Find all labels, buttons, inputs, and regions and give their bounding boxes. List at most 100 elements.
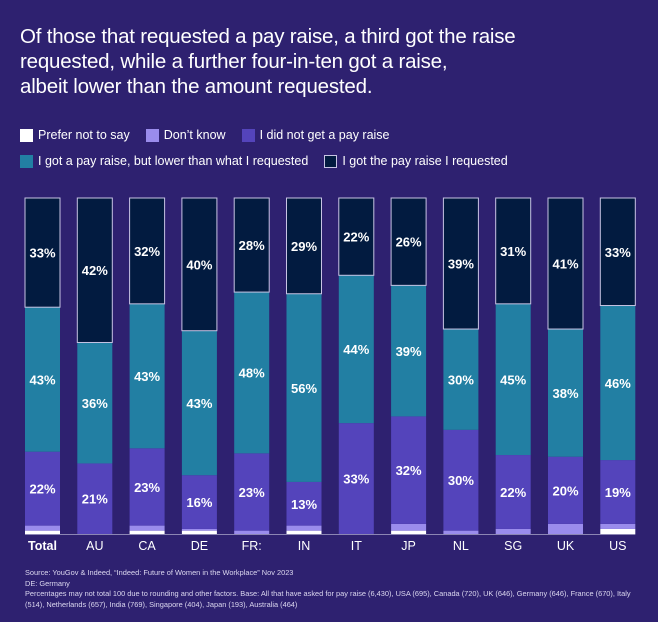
abbreviation-note: DE: Germany <box>25 578 70 588</box>
data-label: 23% <box>239 485 265 500</box>
data-label: 21% <box>82 492 108 507</box>
base-note: Percentages may not total 100 due to rou… <box>25 589 631 609</box>
data-label: 19% <box>605 485 631 500</box>
bar-segment-i-did-not-get-a-pay-raise-ca <box>129 448 165 526</box>
data-label: 28% <box>239 238 265 253</box>
legend-row-1: Prefer not to say Don’t know I did not g… <box>20 122 640 148</box>
bar-segment-i-got-a-pay-raise-but-lower-than-what-i-requested-fr <box>234 292 270 454</box>
bar-segment-prefer-not-to-say-de <box>181 530 217 534</box>
legend-swatch-prefer-not-to-say <box>20 128 33 142</box>
bar-segment-i-did-not-get-a-pay-raise-au <box>77 463 113 534</box>
bar-segment-i-did-not-get-a-pay-raise-fr <box>234 453 270 531</box>
bar-segment-i-got-the-pay-raise-i-requested-uk <box>547 197 584 330</box>
data-label: 22% <box>29 482 55 497</box>
bar-segment-i-got-a-pay-raise-but-lower-than-what-i-requested-sg <box>495 303 531 456</box>
data-label: 30% <box>448 372 474 387</box>
bar-segment-i-got-the-pay-raise-i-requested-de <box>181 197 218 332</box>
bar-segment-prefer-not-to-say-total <box>25 530 60 534</box>
data-label: 42% <box>82 263 108 278</box>
legend-swatch-lower-raise <box>20 154 33 168</box>
bar-segment-prefer-not-to-say-us <box>600 528 636 534</box>
x-tick-label: AU <box>86 539 103 553</box>
data-label: 39% <box>448 257 474 272</box>
legend: Prefer not to say Don’t know I did not g… <box>20 122 640 174</box>
legend-label: Don’t know <box>163 128 226 142</box>
bar-segment-i-got-a-pay-raise-but-lower-than-what-i-requested-ca <box>129 303 165 449</box>
legend-item-dont-know: Don’t know <box>145 128 226 142</box>
data-label: 39% <box>396 344 422 359</box>
legend-label: I got a pay raise, but lower than what I… <box>38 154 309 168</box>
bar-segment-prefer-not-to-say-jp <box>391 530 427 534</box>
data-label: 30% <box>448 473 474 488</box>
legend-label: I did not get a pay raise <box>259 128 390 142</box>
bar-segment-i-did-not-get-a-pay-raise-sg <box>495 455 531 529</box>
bar-segment-don-t-know-total <box>25 525 60 531</box>
data-label: 56% <box>291 381 317 396</box>
bar-segment-i-got-the-pay-raise-i-requested-au <box>76 197 113 343</box>
bar-segment-don-t-know-de <box>181 528 217 531</box>
data-label: 33% <box>29 246 55 261</box>
data-label: 41% <box>552 257 578 272</box>
bar-segment-i-got-the-pay-raise-i-requested-ca <box>129 197 166 305</box>
legend-swatch-no-raise <box>241 128 255 142</box>
x-tick-label: SG <box>504 539 522 553</box>
legend-swatch-dont-know <box>145 128 159 142</box>
bar-segment-don-t-know-nl <box>443 530 479 534</box>
bar-segment-i-got-a-pay-raise-but-lower-than-what-i-requested-total <box>25 307 60 452</box>
x-tick-label: CA <box>138 539 156 553</box>
legend-label: I got the pay raise I requested <box>342 154 508 168</box>
data-label: 16% <box>186 495 212 510</box>
bar-segment-don-t-know-in <box>286 525 322 531</box>
data-label: 48% <box>239 366 265 381</box>
data-label: 43% <box>186 396 212 411</box>
bar-segment-i-got-a-pay-raise-but-lower-than-what-i-requested-it <box>338 275 374 424</box>
data-label: 23% <box>134 480 160 495</box>
bar-segment-i-did-not-get-a-pay-raise-it <box>338 423 374 534</box>
x-tick-label: IN <box>298 539 311 553</box>
x-tick-label: IT <box>351 539 362 553</box>
legend-item-no-raise: I did not get a pay raise <box>241 128 390 142</box>
data-label: 31% <box>500 244 526 259</box>
data-label: 46% <box>605 376 631 391</box>
data-label: 13% <box>291 497 317 512</box>
title-line-2: requested, while a further four-in-ten g… <box>20 50 448 73</box>
bar-segment-i-got-a-pay-raise-but-lower-than-what-i-requested-de <box>181 330 217 476</box>
bar-segment-i-got-a-pay-raise-but-lower-than-what-i-requested-in <box>286 293 322 482</box>
data-label: 45% <box>500 372 526 387</box>
data-label: 43% <box>134 369 160 384</box>
bar-segment-don-t-know-sg <box>495 528 531 534</box>
bar-segment-don-t-know-fr <box>234 530 270 534</box>
data-label: 40% <box>186 257 212 272</box>
legend-swatch-requested-raise <box>324 154 338 168</box>
bar-segment-i-got-the-pay-raise-i-requested-jp <box>390 197 427 286</box>
data-label: 26% <box>396 235 422 250</box>
data-label: 43% <box>29 372 55 387</box>
data-label: 29% <box>291 239 317 254</box>
x-tick-label: JP <box>401 539 416 553</box>
data-label: 22% <box>500 485 526 500</box>
bar-segment-i-got-the-pay-raise-i-requested-sg <box>495 197 532 305</box>
chart-title: Of those that requested a pay raise, a t… <box>20 24 640 99</box>
bar-segment-i-got-the-pay-raise-i-requested-it <box>338 197 375 276</box>
legend-label: Prefer not to say <box>38 128 130 142</box>
title-line-1: Of those that requested a pay raise, a t… <box>20 25 516 48</box>
data-label: 22% <box>343 230 369 245</box>
bar-segment-i-did-not-get-a-pay-raise-in <box>286 481 322 526</box>
data-label: 33% <box>343 472 369 487</box>
data-label: 44% <box>343 342 369 357</box>
data-label: 36% <box>82 396 108 411</box>
bar-segment-don-t-know-ca <box>129 525 165 531</box>
bar-segment-i-did-not-get-a-pay-raise-nl <box>443 429 479 531</box>
source-note: Source: YouGov & Indeed, “Indeed: Future… <box>25 568 294 577</box>
bar-segment-i-did-not-get-a-pay-raise-jp <box>391 416 427 524</box>
title-line-3: albeit lower than the amount requested. <box>20 75 373 98</box>
bar-segment-i-got-the-pay-raise-i-requested-nl <box>442 197 479 330</box>
bar-segment-i-did-not-get-a-pay-raise-de <box>181 475 217 529</box>
x-tick-label: US <box>609 539 626 553</box>
bar-segment-i-got-the-pay-raise-i-requested-fr <box>233 197 270 293</box>
x-tick-label: Total <box>28 539 57 553</box>
footnotes: Source: YouGov & Indeed, “Indeed: Future… <box>25 568 645 610</box>
data-label: 38% <box>552 386 578 401</box>
bar-segment-i-got-a-pay-raise-but-lower-than-what-i-requested-jp <box>391 285 427 417</box>
bar-segment-i-got-the-pay-raise-i-requested-us <box>599 197 636 307</box>
